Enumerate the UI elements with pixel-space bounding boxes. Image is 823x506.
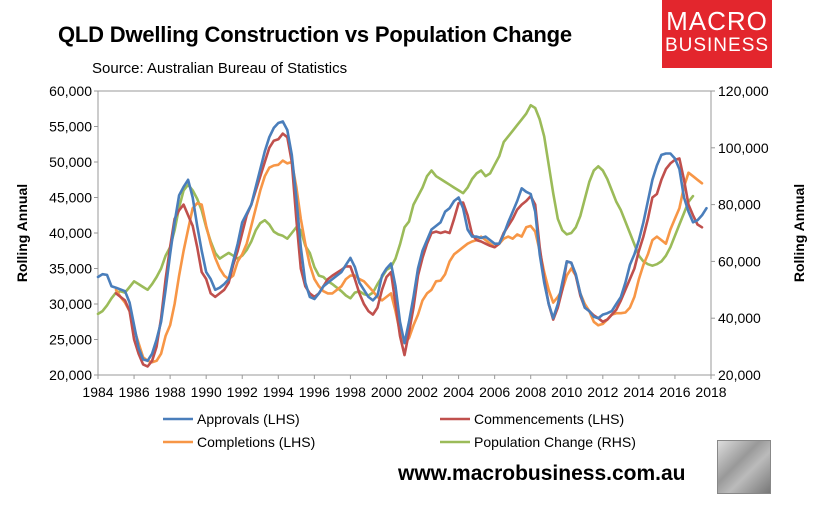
y-tick-label: 60,000 xyxy=(49,83,92,99)
x-tick-label: 2004 xyxy=(443,384,474,400)
chart-title: QLD Dwelling Construction vs Population … xyxy=(58,22,572,47)
y-tick-label: 20,000 xyxy=(49,367,92,383)
x-tick-label: 2008 xyxy=(515,384,546,400)
x-tick-label: 2002 xyxy=(407,384,438,400)
x-tick-label: 2000 xyxy=(371,384,402,400)
y-tick-label: 50,000 xyxy=(49,154,92,170)
y2-tick-label: 20,000 xyxy=(718,367,761,383)
legend-label: Approvals (LHS) xyxy=(197,411,300,427)
y2-tick-label: 80,000 xyxy=(718,197,761,213)
x-tick-label: 2010 xyxy=(551,384,582,400)
legend: Approvals (LHS) Commencements (LHS) Comple… xyxy=(163,411,636,450)
x-tick-label: 1994 xyxy=(263,384,294,400)
legend-label: Population Change (RHS) xyxy=(474,434,636,450)
legend-label: Commencements (LHS) xyxy=(474,411,624,427)
y-tick-label: 40,000 xyxy=(49,225,92,241)
x-tick-label: 1998 xyxy=(335,384,366,400)
logo-line-2: BUSINESS xyxy=(664,35,770,56)
chart-subtitle: Source: Australian Bureau of Statistics xyxy=(92,60,348,77)
series-line-1 xyxy=(114,132,704,368)
x-tick-label: 2006 xyxy=(479,384,510,400)
y2-tick-label: 120,000 xyxy=(718,83,769,99)
x-tick-label: 1990 xyxy=(191,384,222,400)
y-tick-label: 55,000 xyxy=(49,119,92,135)
y-axis-label: Rolling Annual xyxy=(14,184,30,282)
y-tick-label: 25,000 xyxy=(49,332,92,348)
wolf-logo-image xyxy=(717,440,771,494)
series-line-3 xyxy=(96,103,695,316)
plot-area xyxy=(97,90,712,376)
legend-label: Completions (LHS) xyxy=(197,434,315,450)
y-tick-label: 45,000 xyxy=(49,190,92,206)
axes: 20,000 25,000 30,000 35,000 40,000 45,000 50,0… xyxy=(49,83,769,400)
y2-axis-label: Rolling Annual xyxy=(791,184,807,282)
macro-business-logo[interactable]: MACRO BUSINESS xyxy=(662,0,772,68)
x-tick-label: 1986 xyxy=(118,384,149,400)
website-url[interactable]: www.macrobusiness.com.au xyxy=(398,462,686,485)
x-tick-label: 2012 xyxy=(587,384,618,400)
y2-tick-label: 100,000 xyxy=(718,140,769,156)
x-tick-label: 2014 xyxy=(623,384,654,400)
y2-tick-label: 60,000 xyxy=(718,253,761,269)
x-tick-label: 2016 xyxy=(659,384,690,400)
x-tick-label: 1996 xyxy=(299,384,330,400)
x-tick-label: 2018 xyxy=(695,384,726,400)
logo-line-1: MACRO xyxy=(666,6,768,36)
y-tick-label: 30,000 xyxy=(49,296,92,312)
x-tick-label: 1992 xyxy=(227,384,258,400)
y2-tick-label: 40,000 xyxy=(718,310,761,326)
x-tick-label: 1984 xyxy=(82,384,113,400)
x-tick-label: 1988 xyxy=(155,384,186,400)
series-lines xyxy=(96,103,708,368)
series-line-0 xyxy=(96,120,708,363)
y-tick-label: 35,000 xyxy=(49,261,92,277)
